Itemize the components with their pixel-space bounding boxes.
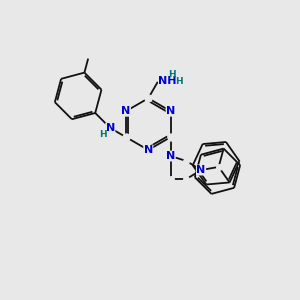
Text: H: H [99,130,106,139]
Text: N: N [144,145,153,155]
Text: N: N [166,151,175,161]
Text: NH: NH [158,76,177,86]
Text: N: N [121,106,130,116]
Text: N: N [166,106,175,116]
Text: N: N [196,165,206,175]
Text: H: H [175,77,182,86]
Text: N: N [106,123,115,133]
Text: H: H [168,70,176,79]
